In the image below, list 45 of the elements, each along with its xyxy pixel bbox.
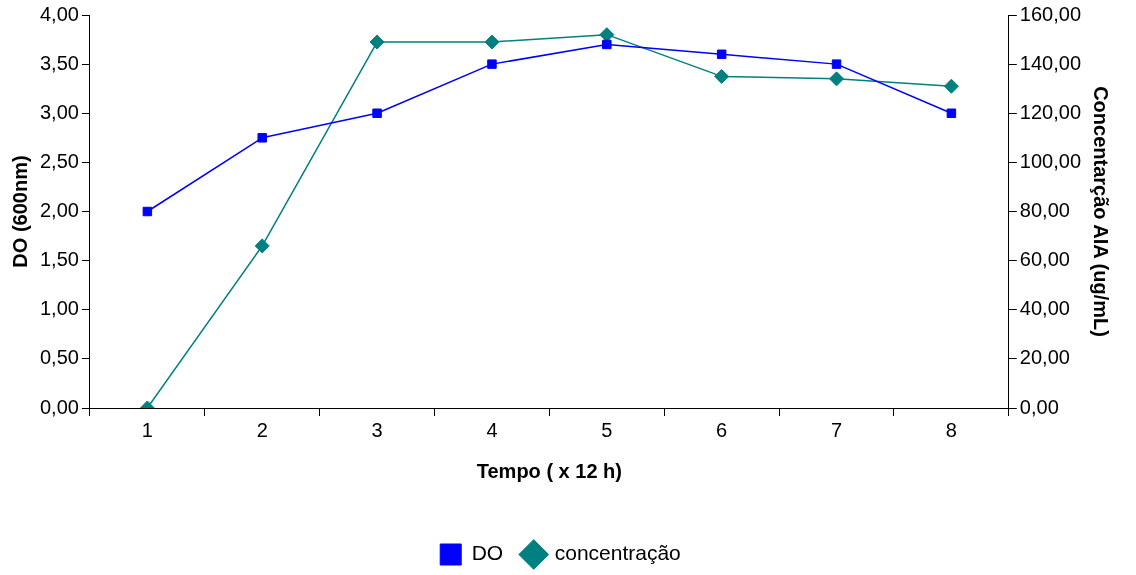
- x-tick-label: 5: [601, 418, 613, 441]
- y2-tick-label: 60,00: [1019, 248, 1070, 271]
- y-tick-label: 0,50: [39, 346, 79, 369]
- point: [602, 39, 612, 50]
- y2-tick-label: 100,00: [1019, 149, 1081, 172]
- y-tick-label: 1,00: [39, 297, 79, 320]
- y2-tick-label: 160,00: [1019, 2, 1081, 25]
- y2-tick-label: 0,00: [1019, 395, 1059, 418]
- y-axis-title: DO (600nm): [8, 155, 31, 268]
- point: [829, 71, 845, 87]
- point: [716, 49, 727, 60]
- y2-tick-label: 40,00: [1019, 297, 1070, 320]
- x-axis-title: Tempo ( x 12 h): [476, 459, 622, 482]
- y-tick-label: 0,00: [39, 395, 79, 418]
- x-tick-label: 8: [945, 418, 957, 441]
- point: [257, 133, 267, 143]
- legend-label: DO: [471, 541, 504, 565]
- x-tick-label: 2: [256, 418, 268, 441]
- point: [946, 108, 957, 118]
- y2-tick-label: 20,00: [1019, 346, 1070, 369]
- point: [831, 59, 842, 69]
- y-tick-label: 1,50: [39, 248, 79, 271]
- y2-axis-title: Concentarção AIA (ug/mL): [1090, 86, 1113, 337]
- x-tick-label: 6: [716, 418, 728, 441]
- point: [599, 27, 615, 43]
- y-tick-label: 3,50: [39, 51, 79, 74]
- y-tick-label: 4,00: [39, 2, 79, 25]
- point: [487, 59, 497, 69]
- x-tick-label: 7: [830, 418, 843, 441]
- y2-tick-label: 120,00: [1019, 100, 1081, 123]
- x-tick-label: 3: [371, 418, 383, 441]
- y-tick-label: 2,00: [39, 199, 79, 222]
- x-tick-label: 1: [141, 418, 153, 441]
- x-tick-label: 4: [486, 418, 498, 441]
- y-tick-label: 3,00: [39, 100, 79, 123]
- point: [369, 34, 385, 50]
- point: [142, 206, 153, 217]
- legend-label: concentração: [554, 541, 681, 565]
- point: [943, 78, 959, 94]
- point: [484, 34, 500, 50]
- y-tick-label: 2,50: [39, 149, 79, 172]
- point: [714, 68, 730, 84]
- y2-tick-label: 80,00: [1019, 199, 1070, 222]
- y2-tick-label: 140,00: [1019, 51, 1081, 74]
- point: [372, 108, 382, 118]
